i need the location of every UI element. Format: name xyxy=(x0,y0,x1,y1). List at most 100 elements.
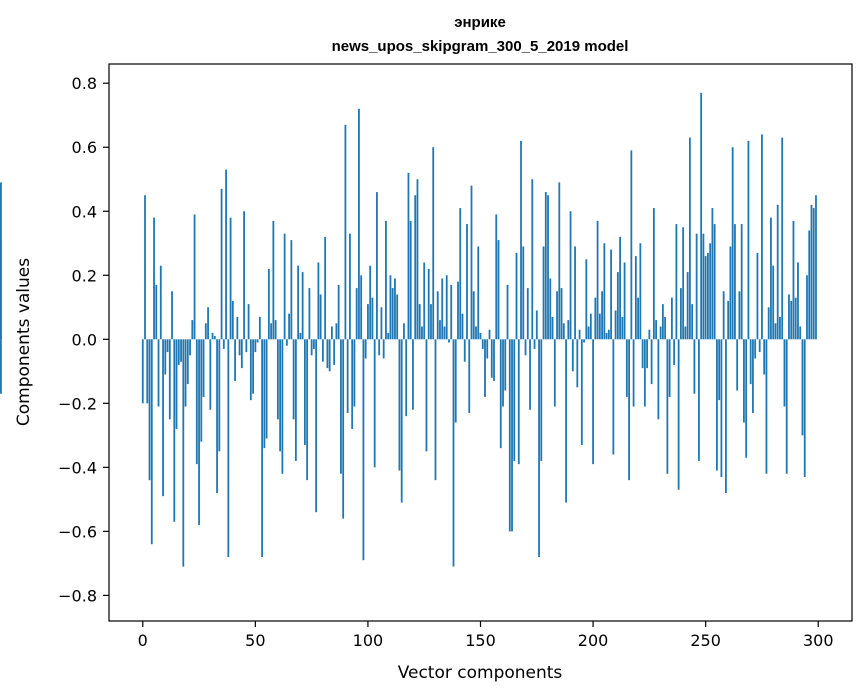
bar xyxy=(353,339,356,407)
bar xyxy=(770,217,772,340)
chart-title: энрике xyxy=(454,14,506,31)
bar xyxy=(155,284,158,340)
bar xyxy=(497,240,500,340)
bar xyxy=(436,291,439,340)
x-tick-label: 250 xyxy=(690,631,721,650)
bar xyxy=(445,275,448,340)
bar xyxy=(625,339,628,397)
bar xyxy=(274,320,277,340)
bar xyxy=(432,147,435,340)
bar xyxy=(337,284,340,340)
bar xyxy=(670,297,673,340)
bar xyxy=(779,316,781,340)
bar xyxy=(619,236,621,340)
bar xyxy=(439,320,441,340)
bar xyxy=(272,220,275,340)
bar xyxy=(718,339,721,401)
bar xyxy=(495,214,498,340)
bar xyxy=(729,246,732,340)
y-tick-label: 0.0 xyxy=(72,330,97,349)
bar xyxy=(267,268,270,340)
bar xyxy=(236,316,239,340)
bar xyxy=(148,339,151,481)
bar xyxy=(391,288,394,340)
bar xyxy=(673,339,676,365)
bar xyxy=(794,297,797,340)
bar xyxy=(767,307,770,340)
bar xyxy=(191,320,194,340)
bar xyxy=(270,323,273,340)
bar xyxy=(776,204,779,340)
bar xyxy=(722,291,725,340)
plot-frame xyxy=(108,63,853,622)
bar xyxy=(716,339,718,471)
bar xyxy=(587,326,590,340)
bar xyxy=(655,320,658,340)
bar xyxy=(565,339,567,503)
bar xyxy=(355,288,358,340)
bar xyxy=(571,339,574,372)
bar xyxy=(166,339,169,353)
bar xyxy=(551,316,554,340)
x-tick-label: 150 xyxy=(465,631,496,650)
bar xyxy=(621,316,624,340)
bar xyxy=(788,294,790,340)
bar xyxy=(310,339,313,356)
bar xyxy=(513,339,516,461)
bar xyxy=(477,246,480,340)
bar xyxy=(376,192,378,340)
bar xyxy=(279,339,282,452)
bar xyxy=(351,339,354,429)
bar xyxy=(580,339,583,445)
bar xyxy=(234,339,236,381)
bar xyxy=(484,339,486,397)
bar xyxy=(200,339,203,442)
bar xyxy=(470,185,473,340)
bar xyxy=(702,233,705,340)
bar xyxy=(761,134,763,340)
bar xyxy=(349,233,351,340)
bar xyxy=(317,262,320,340)
bar xyxy=(195,339,198,465)
bar xyxy=(668,339,671,397)
bar xyxy=(168,339,171,420)
bar xyxy=(508,339,511,532)
bar xyxy=(288,313,291,340)
bar xyxy=(707,252,709,340)
bar xyxy=(815,195,817,340)
bar xyxy=(533,339,536,349)
bar xyxy=(443,326,446,340)
bar xyxy=(810,204,813,340)
bar xyxy=(326,339,329,369)
bar xyxy=(481,339,484,349)
bar xyxy=(448,339,450,343)
bar xyxy=(461,313,464,340)
bar xyxy=(400,339,403,503)
bar xyxy=(675,224,678,340)
bar xyxy=(0,339,2,394)
bar xyxy=(162,339,164,497)
bar xyxy=(758,339,761,353)
bar xyxy=(785,339,788,474)
bar xyxy=(416,179,419,340)
y-tick-label: −0.6 xyxy=(58,522,97,541)
bar xyxy=(693,339,696,394)
bar xyxy=(605,332,608,340)
bar xyxy=(799,326,802,340)
bar xyxy=(164,339,167,375)
bar xyxy=(562,323,565,340)
chart-subtitle: news_upos_skipgram_300_5_2019 model xyxy=(332,38,629,55)
bar xyxy=(763,339,766,375)
bar xyxy=(479,332,482,340)
bar xyxy=(252,339,254,394)
bar xyxy=(159,265,162,340)
bar xyxy=(207,307,209,340)
bar xyxy=(612,339,615,455)
bar xyxy=(664,316,667,340)
bar xyxy=(641,339,644,369)
y-tick-label: −0.4 xyxy=(58,458,97,477)
y-tick-label: −0.8 xyxy=(58,586,97,605)
bar xyxy=(454,339,457,423)
bar xyxy=(360,275,363,340)
bar xyxy=(745,339,748,458)
